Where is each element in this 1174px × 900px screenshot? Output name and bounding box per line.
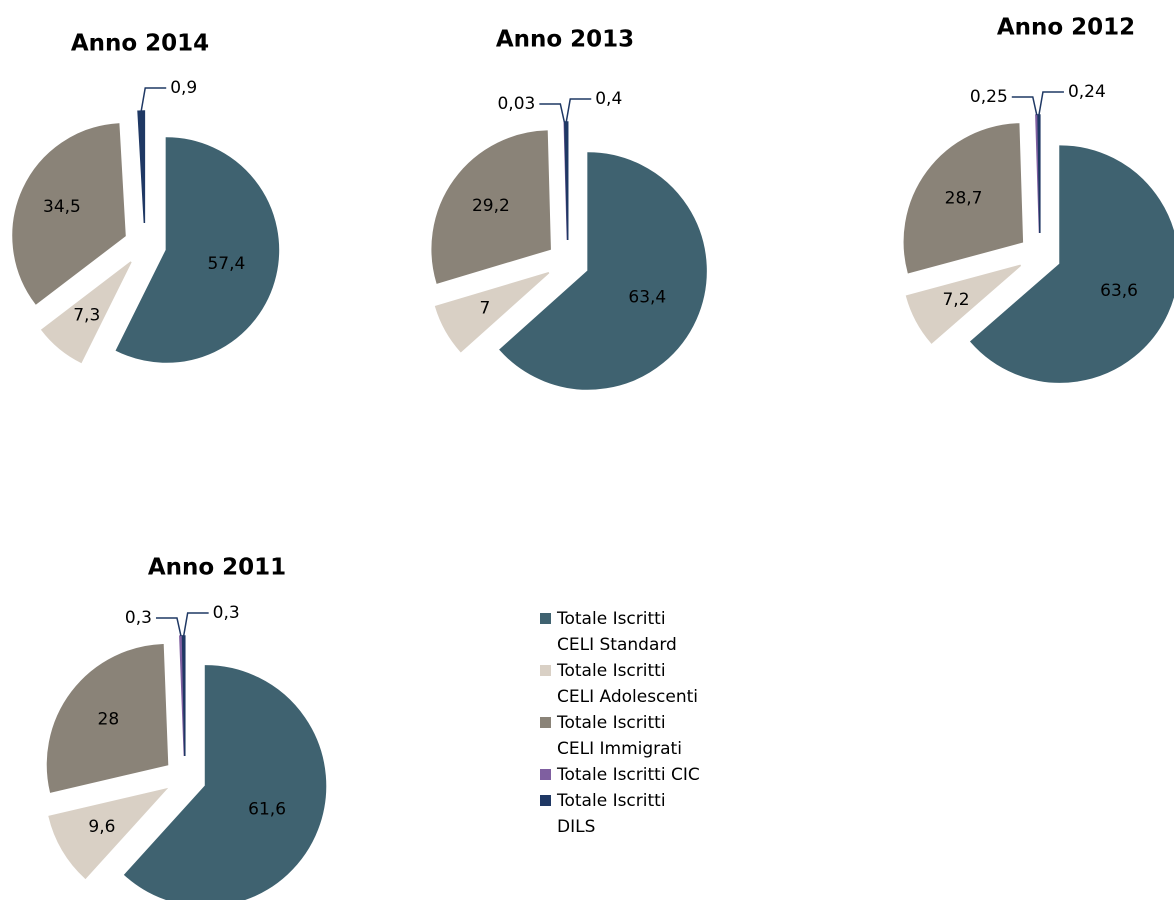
pie-slice bbox=[1037, 114, 1041, 234]
legend-item: Totale Iscritti CIC bbox=[540, 762, 705, 788]
pie-slice bbox=[40, 261, 132, 364]
pie-slice bbox=[115, 137, 280, 363]
data-label: 7,2 bbox=[942, 290, 969, 310]
leader-line bbox=[565, 98, 592, 123]
leader-line bbox=[1011, 96, 1038, 116]
legend-label: Totale Iscritti CELI Standard bbox=[557, 609, 677, 655]
legend-label: Totale Iscritti CELI Adolescenti bbox=[557, 661, 699, 707]
data-label: 0,3 bbox=[213, 603, 240, 623]
pie-slice bbox=[431, 130, 551, 284]
pie-slice bbox=[137, 110, 146, 224]
leader-line bbox=[539, 103, 566, 123]
data-label: 57,4 bbox=[207, 254, 245, 274]
data-label: 61,6 bbox=[248, 800, 286, 820]
pie-slice bbox=[48, 787, 169, 880]
pie-slice bbox=[905, 264, 1022, 344]
legend-swatch bbox=[540, 769, 551, 780]
legend-swatch bbox=[540, 717, 551, 728]
legend-label: Totale Iscritti CELI Immigrati bbox=[557, 713, 682, 759]
legend-item: Totale Iscritti CELI Adolescenti bbox=[540, 658, 705, 710]
data-label: 0,9 bbox=[170, 78, 197, 98]
data-label: 28,7 bbox=[945, 188, 983, 208]
data-label: 28 bbox=[98, 710, 120, 730]
leader-line bbox=[182, 612, 209, 637]
chart-title: Anno 2012 bbox=[997, 15, 1135, 41]
legend-item: Totale Iscritti CELI Standard bbox=[540, 606, 705, 658]
legend-label: Totale Iscritti DILS bbox=[557, 791, 666, 837]
data-label: 63,4 bbox=[628, 287, 666, 307]
legend-item: Totale Iscritti CELI Immigrati bbox=[540, 710, 705, 762]
pie-slice bbox=[499, 152, 707, 390]
pie-slice bbox=[903, 123, 1024, 274]
legend: Totale Iscritti CELI Standard Totale Iscr… bbox=[540, 606, 705, 840]
data-label: 7,3 bbox=[73, 305, 100, 325]
data-label: 63,6 bbox=[1100, 281, 1138, 301]
leader-line bbox=[140, 87, 167, 112]
pie-slice bbox=[123, 665, 327, 900]
pie-slice bbox=[46, 643, 169, 793]
pie-slice bbox=[434, 272, 550, 353]
leader-line bbox=[155, 617, 182, 637]
data-label: 0,25 bbox=[970, 87, 1008, 107]
data-label: 29,2 bbox=[472, 196, 510, 216]
chart-title: Anno 2013 bbox=[496, 27, 634, 53]
legend-label: Totale Iscritti CIC bbox=[557, 765, 700, 785]
legend-swatch bbox=[540, 665, 551, 676]
pie-slice bbox=[563, 121, 569, 241]
data-label: 0,4 bbox=[595, 89, 622, 109]
data-label: 0,03 bbox=[497, 94, 535, 114]
legend-item: Totale Iscritti DILS bbox=[540, 788, 705, 840]
data-label: 34,5 bbox=[43, 197, 81, 217]
data-label: 9,6 bbox=[88, 817, 115, 837]
data-label: 0,3 bbox=[125, 608, 152, 628]
pie-slice bbox=[969, 145, 1174, 383]
chart-title: Anno 2011 bbox=[148, 555, 286, 581]
data-label: 7 bbox=[480, 298, 491, 318]
pie-slice bbox=[12, 123, 126, 305]
chart-title: Anno 2014 bbox=[71, 31, 209, 57]
leader-line bbox=[1038, 91, 1064, 116]
legend-swatch bbox=[540, 795, 551, 806]
data-label: 0,24 bbox=[1068, 82, 1106, 102]
legend-swatch bbox=[540, 613, 551, 624]
